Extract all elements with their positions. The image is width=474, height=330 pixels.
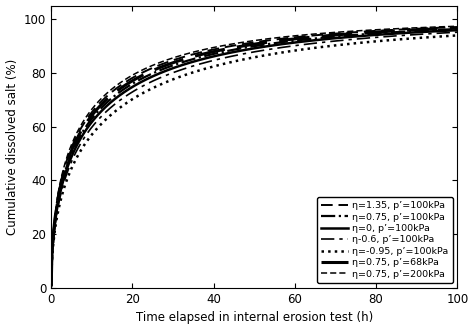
X-axis label: Time elapsed in internal erosion test (h): Time elapsed in internal erosion test (h… xyxy=(136,312,373,324)
Legend: η=1.35, p’=100kPa, η=0.75, p’=100kPa, η=0, p’=100kPa, η-0.6, p’=100kPa, η=-0.95,: η=1.35, p’=100kPa, η=0.75, p’=100kPa, η=… xyxy=(317,197,453,283)
Y-axis label: Cumulative dissolved salt (%): Cumulative dissolved salt (%) xyxy=(6,59,18,235)
